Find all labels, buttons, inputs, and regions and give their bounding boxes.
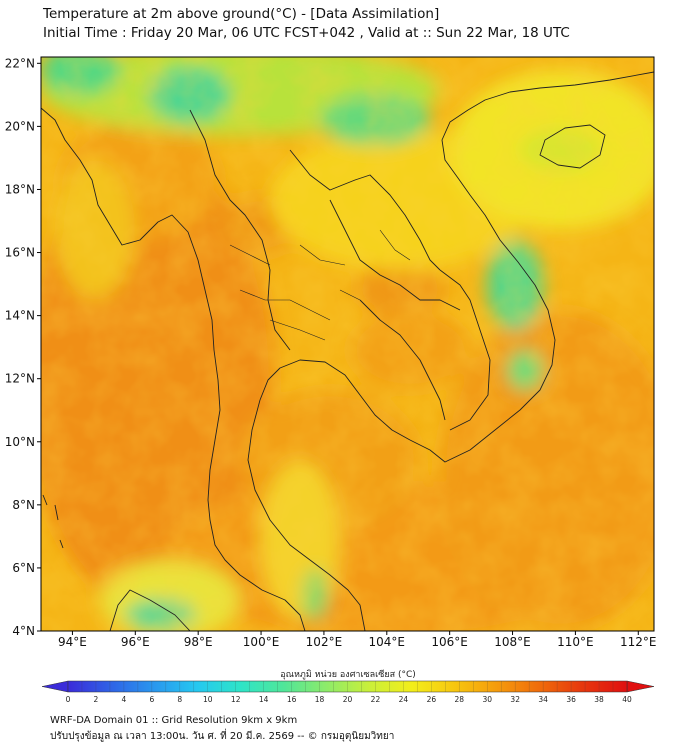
footer-update-info: ปรับปรุงข้อมูล ณ เวลา 13:00น. วัน ศ. ที่… xyxy=(50,731,395,742)
map-subtitle: Initial Time : Friday 20 Mar, 06 UTC FCS… xyxy=(43,25,570,41)
colorbar-tick-label: 6 xyxy=(149,695,154,704)
border-cambodia xyxy=(359,299,446,421)
field-texture xyxy=(41,57,654,631)
lat-tick-label: 4°N xyxy=(12,624,35,638)
lat-tick-label: 22°N xyxy=(5,56,35,70)
lon-tick-label: 104°E xyxy=(369,635,406,649)
lat-tick-label: 20°N xyxy=(5,119,35,133)
colorbar-tick-label: 24 xyxy=(399,695,409,704)
colorbar-tick-label: 0 xyxy=(66,695,71,704)
lon-tick-label: 106°E xyxy=(431,635,468,649)
colorbar-tick-label: 18 xyxy=(315,695,325,704)
lat-tick-label: 18°N xyxy=(5,182,35,196)
lat-tick-label: 6°N xyxy=(12,561,35,575)
footer-model-info: WRF-DA Domain 01 :: Grid Resolution 9km … xyxy=(50,715,298,726)
colorbar-tick-label: 20 xyxy=(343,695,353,704)
lon-tick-label: 98°E xyxy=(184,635,213,649)
border-vietnam-cambodia xyxy=(439,269,491,431)
border-provinces xyxy=(229,229,411,341)
lon-tick-label: 102°E xyxy=(306,635,343,649)
colorbar-tick-label: 12 xyxy=(231,695,241,704)
longitude-axis: 94°E 96°E 98°E 100°E 102°E 104°E 106°E 108°E 110… xyxy=(58,631,657,649)
colorbar-tick-label: 40 xyxy=(622,695,632,704)
coastline-islands xyxy=(42,494,64,549)
lon-tick-label: 110°E xyxy=(557,635,594,649)
colorbar-tick-label: 8 xyxy=(177,695,182,704)
colorbar-min-arrow xyxy=(41,680,69,693)
lon-tick-label: 100°E xyxy=(243,635,280,649)
colorbar-tick-label: 26 xyxy=(427,695,437,704)
colorbar-label: อุณหภูมิ หน่วย องศาเซลเซียส (°C) xyxy=(280,669,416,680)
lat-tick-label: 14°N xyxy=(5,309,35,323)
coastline-gulf xyxy=(259,359,411,441)
colorbar-tick-label: 22 xyxy=(371,695,381,704)
colorbar-tick-label: 4 xyxy=(122,695,127,704)
coastline-vietnam xyxy=(409,71,654,463)
lat-tick-label: 8°N xyxy=(12,498,35,512)
coastline-hainan xyxy=(539,124,606,169)
border-myanmar-thailand xyxy=(189,109,291,351)
colorbar-gradient xyxy=(67,680,628,693)
latitude-axis: 22°N 20°N 18°N 16°N 14°N 12°N 10°N 8°N 6°N 4°N xyxy=(5,56,41,638)
colorbar-tick-label: 30 xyxy=(482,695,492,704)
colorbar-tick-label: 28 xyxy=(455,695,465,704)
colorbar-tick-label: 10 xyxy=(203,695,213,704)
border-laos xyxy=(289,149,441,271)
colorbar-max-arrow xyxy=(626,680,655,693)
coastline-myanmar xyxy=(41,107,221,521)
colorbar-tick-label: 38 xyxy=(594,695,604,704)
map-frame xyxy=(40,56,655,632)
colorbar-tick-label: 34 xyxy=(538,695,548,704)
coastline-sumatra xyxy=(109,589,191,631)
colorbar-tick-label: 16 xyxy=(287,695,297,704)
coastline-peninsula-east xyxy=(247,399,366,631)
map-title: Temperature at 2m above ground(°C) - [Da… xyxy=(43,6,440,22)
lat-tick-label: 10°N xyxy=(5,435,35,449)
lon-tick-label: 112°E xyxy=(620,635,657,649)
colorbar-tick-label: 14 xyxy=(259,695,269,704)
border-thai-laos xyxy=(329,199,461,311)
lat-tick-label: 16°N xyxy=(5,246,35,260)
coastline-peninsula-west xyxy=(209,519,306,631)
colorbar-tick-label: 2 xyxy=(94,695,99,704)
lat-tick-label: 12°N xyxy=(5,372,35,386)
colorbar-tick-label: 36 xyxy=(566,695,576,704)
colorbar: 0 2 4 6 8 10 12 14 16 18 20 22 24 26 28 30 32 34 36 38 40 xyxy=(41,680,655,704)
temperature-field xyxy=(41,57,654,631)
coastlines-borders xyxy=(41,71,654,631)
lon-tick-label: 108°E xyxy=(494,635,531,649)
lon-tick-label: 96°E xyxy=(121,635,150,649)
lon-tick-label: 94°E xyxy=(58,635,87,649)
colorbar-tick-label: 32 xyxy=(510,695,520,704)
